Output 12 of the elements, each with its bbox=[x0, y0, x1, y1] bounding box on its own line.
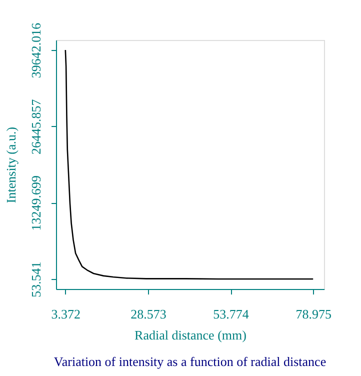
text: Variation of intensity as a function of radial distance bbox=[54, 354, 326, 369]
x-tick-label: 3.372 bbox=[51, 306, 81, 322]
line-series bbox=[64, 49, 314, 280]
x-axis-title: Radial distance (mm) bbox=[134, 328, 246, 342]
x-tick-label: 53.774 bbox=[213, 306, 250, 322]
y-tick-label: 53.541 bbox=[28, 262, 44, 298]
x-tick-label: 78.975 bbox=[296, 306, 332, 322]
y-axis-title: Intensity (a.u.) bbox=[4, 126, 18, 204]
y-tick-label: 26445.857 bbox=[28, 98, 44, 154]
y-tick-label: 13249.699 bbox=[28, 176, 44, 231]
y-tick-label: 39642.016 bbox=[28, 22, 44, 78]
x-tick-label: 28.573 bbox=[130, 306, 166, 322]
